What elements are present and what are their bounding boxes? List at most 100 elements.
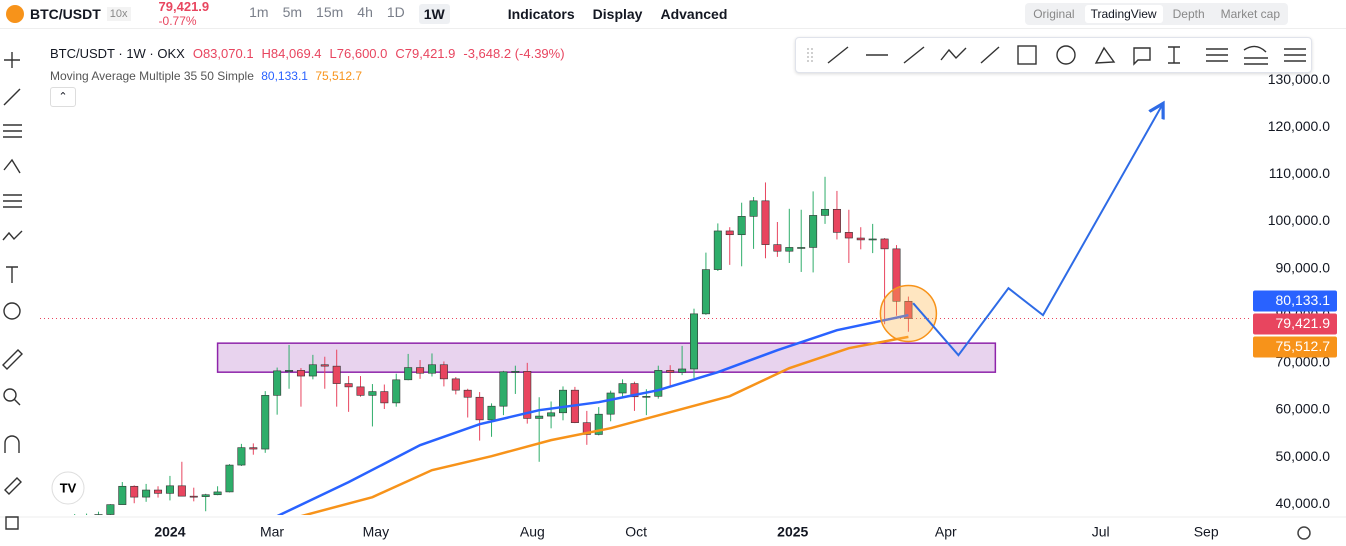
candle-body (392, 379, 401, 404)
candle-body (821, 208, 830, 216)
y-tick-label: 50,000.0 (1276, 448, 1331, 464)
menu: Indicators Display Advanced (490, 6, 728, 22)
candle-body (142, 489, 151, 498)
menu-item[interactable]: Advanced (660, 6, 728, 22)
candle-body (189, 495, 198, 498)
y-tick-label: 70,000.0 (1276, 354, 1331, 370)
price-tag-label: 79,421.9 (1276, 315, 1331, 331)
candle-body (797, 247, 806, 249)
moving-average (300, 335, 909, 515)
candle-body (439, 364, 448, 380)
top-bar: BTC/USDT 10x 79,421.9 -0.77% 1m 5m 15m 4h 1D… (0, 0, 1346, 29)
y-tick-label: 110,000.0 (1269, 165, 1330, 181)
ohlc: O83,070.1 H84,069.4 L76,600.0 C79,421.9 -3,6… (189, 46, 569, 61)
candle-body (213, 491, 222, 496)
candle-body (868, 238, 877, 241)
collapse-button[interactable]: ⌃ (50, 87, 76, 107)
candle-body (773, 244, 782, 252)
candle-body (356, 386, 365, 396)
candle-body (559, 389, 567, 414)
candle-body (237, 447, 246, 466)
x-tick-label: Aug (520, 524, 545, 540)
candle-body (713, 230, 722, 270)
interval[interactable]: 4h (357, 4, 373, 20)
candle-body (582, 422, 591, 435)
candle-body (725, 230, 734, 236)
candle-body (416, 367, 425, 374)
price-tag-label: 80,133.1 (1276, 292, 1331, 308)
ma-value: 80,133.1 (261, 69, 308, 83)
svg-text:TV: TV (60, 480, 77, 495)
ohlc-value: O83,070.1 (192, 46, 254, 61)
x-tick-label: Jul (1092, 524, 1110, 540)
candle-body (320, 364, 329, 367)
candle-body (511, 371, 520, 373)
menu-item[interactable]: Display (592, 6, 643, 22)
interval[interactable]: 1m (249, 4, 269, 20)
candle-body (666, 370, 675, 373)
candle-body (463, 389, 472, 398)
candle-body (249, 447, 258, 450)
y-tick-label: 130,000.0 (1268, 71, 1330, 87)
ohlc-value: C79,421.9 (395, 46, 456, 61)
interval[interactable]: 1D (386, 4, 405, 20)
candle-body (285, 370, 294, 372)
candle-body (165, 485, 174, 494)
menu-item[interactable]: Indicators (507, 6, 575, 22)
view-tab[interactable]: Market cap (1220, 7, 1280, 21)
candle-body (118, 485, 127, 505)
candle-body (761, 200, 770, 245)
candle-body (94, 514, 103, 515)
leverage: 10x (106, 7, 131, 21)
candle-body (785, 247, 794, 252)
view-tab[interactable]: Depth (1172, 7, 1205, 21)
tv-logo: TV (51, 471, 85, 505)
price-box: 79,421.9 -0.77% (159, 0, 210, 28)
legend-symbol: BTC/USDT · 1W · OKX (50, 46, 185, 61)
candle-body (273, 370, 282, 396)
price-tag (1253, 290, 1337, 312)
candle-body (499, 371, 508, 407)
candle-body (535, 415, 544, 419)
candle-body (832, 208, 841, 233)
price-tag (1253, 336, 1337, 358)
x-tick-label: Oct (625, 524, 647, 540)
left-toolbar (2, 52, 23, 530)
y-tick-label: 120,000.0 (1268, 118, 1330, 134)
candle-body (523, 371, 532, 419)
candle-body (427, 364, 436, 374)
highlight-circle (879, 284, 938, 343)
candle-body (856, 237, 865, 241)
candle-body (380, 391, 389, 404)
candle-body (332, 365, 341, 384)
candle-body (368, 391, 377, 396)
x-tick-label: May (363, 524, 389, 540)
candle-body (642, 395, 651, 398)
candle-body (130, 485, 139, 498)
ohlc-value: -3,648.2 (-4.39%) (463, 46, 565, 61)
candle-body (737, 216, 746, 236)
x-tick-label: 2024 (154, 524, 185, 540)
symbol[interactable]: BTC/USDT (30, 6, 101, 22)
candle-body (678, 368, 687, 373)
interval[interactable]: 5m (282, 4, 303, 20)
candle-body (201, 494, 210, 497)
candle-body (404, 367, 413, 381)
indicator-name: Moving Average Multiple 35 50 Simple (50, 69, 254, 83)
drawing-toolbar (795, 37, 1312, 73)
settings-icon[interactable] (1297, 526, 1311, 540)
candle-body (809, 215, 818, 248)
candle-body (154, 489, 163, 494)
view-tab[interactable]: Original (1033, 7, 1075, 21)
candle-body (177, 485, 186, 497)
candle-body (892, 248, 901, 302)
interval[interactable]: 15m (316, 4, 344, 20)
ma-value: 75,512.7 (315, 69, 363, 83)
view-switch: Original TradingView Depth Market cap (1025, 3, 1288, 25)
candle-body (880, 238, 889, 250)
ohlc-value: L76,600.0 (329, 46, 388, 61)
price-tag (1253, 313, 1337, 335)
interval[interactable]: 1W (418, 4, 450, 24)
view-tab[interactable]: TradingView (1084, 5, 1163, 23)
